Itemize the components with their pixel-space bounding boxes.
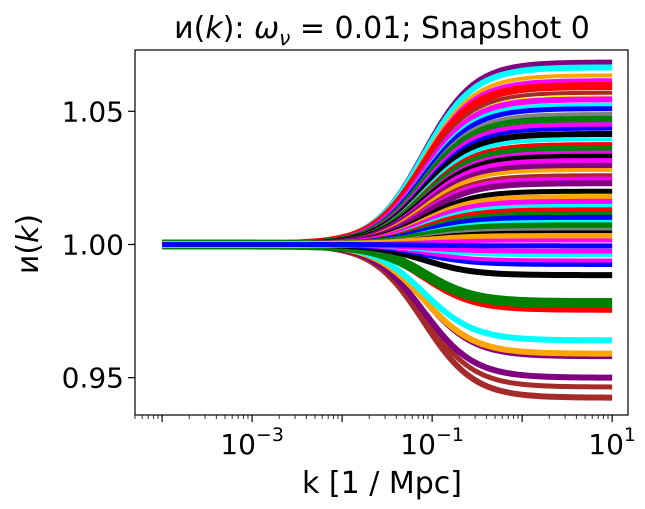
y-axis: 0.95 1.00 1.05 — [62, 95, 135, 395]
plot-frame — [134, 49, 629, 416]
x-axis: 10−3 10−1 101 — [134, 415, 636, 461]
x-tick-label: 10−3 — [220, 424, 284, 461]
y-tick-label: 1.00 — [62, 228, 124, 261]
series-layer — [162, 59, 613, 401]
series-line — [162, 241, 613, 249]
x-tick-label: 10−1 — [400, 424, 464, 461]
y-tick-label: 1.05 — [62, 95, 124, 128]
x-tick-label: 101 — [588, 424, 636, 461]
y-axis-label: и(k) — [11, 214, 46, 274]
y-tick-label: 0.95 — [62, 362, 124, 395]
x-axis-label: k [1 / Mpc] — [302, 466, 462, 501]
chart-title: и(k): ων = 0.01; Snapshot 0 — [174, 11, 590, 50]
